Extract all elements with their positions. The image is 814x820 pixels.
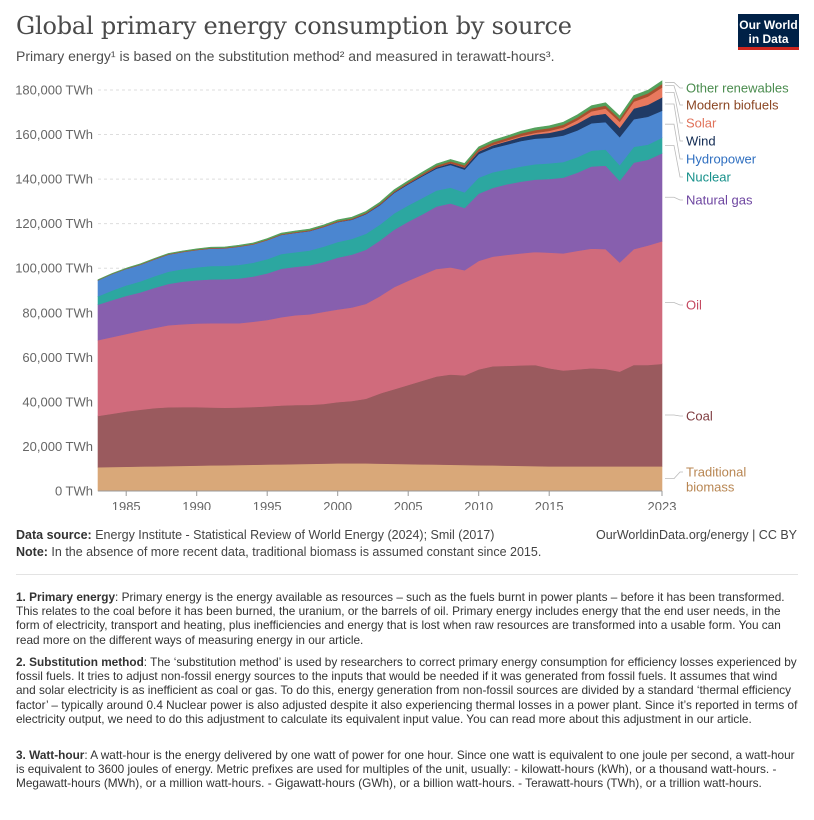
logo-line-2: in Data [748,32,789,46]
y-tick-label: 40,000 TWh [22,394,93,409]
footnote-text: : A watt-hour is the energy delivered by… [16,748,795,791]
legend-connector [665,123,683,160]
footnote-text: : The ‘substitution method’ is used by r… [16,655,798,726]
y-tick-label: 0 TWh [55,484,93,499]
logo-line-1: Our World [739,18,798,32]
legend-label[interactable]: biomass [686,480,735,495]
note-label: Note: [16,545,48,559]
legend-connector [665,471,683,480]
legend-label[interactable]: Natural gas [686,193,753,208]
legend-label[interactable]: Coal [686,409,713,424]
x-tick-label: 2015 [535,499,564,510]
legend-connector [665,145,683,178]
data-source-text: Energy Institute - Statistical Review of… [91,528,495,542]
legend-label[interactable]: Nuclear [686,170,731,185]
x-axis: 1985 1990 1995 2000 2005 2010 2015 2023 [98,490,677,510]
footnote-term: 2. Substitution method [16,655,144,669]
footnote-substitution-method: 2. Substitution method: The ‘substitutio… [16,655,800,726]
legend-connector [665,414,683,417]
footnote-text: : Primary energy is the energy available… [16,590,785,647]
owid-logo[interactable]: Our World in Data [738,14,799,50]
stacked-area-chart[interactable]: 0 TWh 20,000 TWh 40,000 TWh 60,000 TWh 80,00… [0,70,814,510]
legend-connector [665,82,683,89]
area-other-renewables[interactable] [97,80,663,281]
note-line: Note: In the absence of more recent data… [16,545,541,559]
y-tick-label: 80,000 TWh [22,305,93,320]
area-traditional-biomass[interactable] [97,463,663,492]
legend-label[interactable]: Solar [686,116,717,131]
footnote-term: 1. Primary energy [16,590,116,604]
y-axis: 0 TWh 20,000 TWh 40,000 TWh 60,000 TWh 80,00… [15,83,93,499]
x-tick-label: 1990 [182,499,211,510]
legend-connector [665,103,683,142]
y-tick-label: 60,000 TWh [22,350,93,365]
x-tick-label: 2000 [323,499,352,510]
x-tick-label: 1995 [253,499,282,510]
y-tick-label: 100,000 TWh [15,261,93,276]
url-license[interactable]: OurWorldinData.org/energy | CC BY [595,528,797,542]
legend-label[interactable]: Traditional [686,465,746,480]
x-tick-label: 2005 [394,499,423,510]
y-tick-label: 180,000 TWh [15,83,93,98]
chart-title: Global primary energy consumption by sou… [16,12,572,40]
data-source-label: Data source: [16,528,92,542]
data-source-line: Data source: Energy Institute - Statisti… [16,528,494,542]
legend-label[interactable]: Other renewables [686,81,789,96]
legend-connector [665,91,683,124]
footnote-term: 3. Watt-hour [16,748,85,762]
footnote-primary-energy: 1. Primary energy: Primary energy is the… [16,590,800,647]
x-tick-label: 1985 [112,499,141,510]
legend[interactable]: Other renewables Modern biofuels Solar Wind… [665,81,789,495]
legend-connector [665,196,683,201]
chart-subtitle: Primary energy¹ is based on the substitu… [16,48,555,64]
legend-label[interactable]: Wind [686,134,716,149]
y-tick-label: 120,000 TWh [15,216,93,231]
y-tick-label: 160,000 TWh [15,127,93,142]
legend-label[interactable]: Oil [686,298,702,313]
y-tick-label: 20,000 TWh [22,439,93,454]
legend-connector [665,85,683,106]
logo-accent-bar [738,47,799,50]
y-tick-label: 140,000 TWh [15,172,93,187]
legend-connector [665,302,683,306]
footnote-watt-hour: 3. Watt-hour: A watt-hour is the energy … [16,748,800,791]
x-tick-label: 2023 [648,499,677,510]
x-tick-label: 2010 [464,499,493,510]
legend-label[interactable]: Modern biofuels [686,98,779,113]
legend-label[interactable]: Hydropower [686,152,757,167]
note-text: In the absence of more recent data, trad… [47,545,542,559]
area-series[interactable] [97,80,663,492]
divider [16,574,798,575]
